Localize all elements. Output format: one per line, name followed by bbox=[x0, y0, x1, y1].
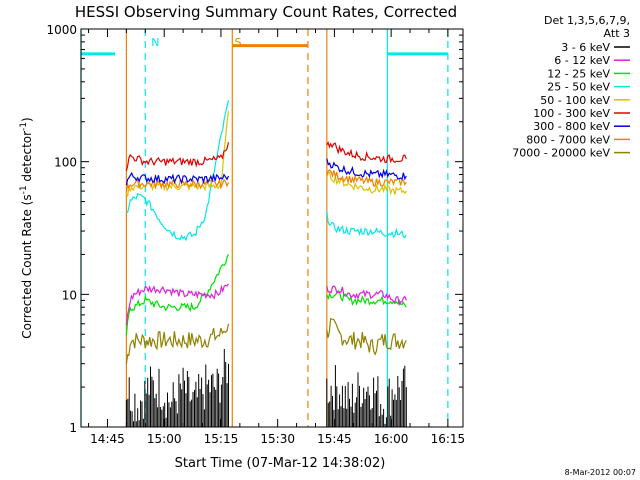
x-tick-label: 15:30 bbox=[260, 432, 295, 446]
legend-label: 800 - 7000 keV bbox=[526, 133, 610, 146]
y-tick-label: 1000 bbox=[46, 23, 77, 37]
y-axis-label: Corrected Count Rate (s-1 detector-1) bbox=[19, 117, 34, 338]
legend-label: 6 - 12 keV bbox=[554, 54, 610, 67]
series-800-7000kev-line bbox=[125, 177, 230, 193]
series-100-300kev-line bbox=[326, 141, 407, 164]
series-300-800kev-line bbox=[125, 171, 230, 186]
y-axis-label-main: Corrected Count Rate (s bbox=[20, 194, 34, 338]
legend-label: 300 - 800 keV bbox=[533, 120, 610, 133]
series-6-12kev-line bbox=[125, 283, 230, 325]
series-3-6-kev-line bbox=[125, 349, 229, 427]
x-tick-label: 15:15 bbox=[204, 432, 239, 446]
y-tick-label: 1 bbox=[69, 421, 77, 435]
series-7000-20000kev-line bbox=[326, 318, 407, 356]
y-axis-label-sup1: -1 bbox=[19, 185, 29, 194]
legend-label: 25 - 50 keV bbox=[547, 81, 610, 94]
series-100-300kev-line bbox=[125, 142, 230, 172]
y-axis-label-end: ) bbox=[20, 117, 34, 122]
x-tick-label: 16:00 bbox=[374, 432, 409, 446]
series-3-6-kev-line bbox=[326, 365, 407, 427]
axes: 14:45 15:00 15:15 15:30 15:45 16:00 16:15 1 10 10… bbox=[46, 23, 465, 446]
legend-label: 100 - 300 keV bbox=[533, 107, 610, 120]
series-25-50kev-line bbox=[126, 100, 230, 242]
legend-label: 12 - 25 keV bbox=[547, 67, 610, 80]
x-axis-label: Start Time (07-Mar-12 14:38:02) bbox=[175, 456, 386, 471]
series-25-50kev-line bbox=[326, 210, 407, 239]
plot-frame bbox=[80, 28, 464, 428]
legend-label: 7000 - 20000 keV bbox=[512, 147, 610, 160]
legend-label: 3 - 6 keV bbox=[561, 41, 610, 54]
y-axis-label-sup2: -1 bbox=[19, 122, 29, 131]
x-tick-label: 14:45 bbox=[90, 432, 125, 446]
series-12-25kev-line bbox=[326, 289, 407, 308]
series-12-25kev-line bbox=[125, 254, 230, 336]
x-tick-label: 15:00 bbox=[147, 432, 182, 446]
series-300-800kev-line bbox=[326, 158, 407, 181]
chart-title: HESSI Observing Summary Count Rates, Cor… bbox=[75, 3, 457, 21]
marker-s: S bbox=[235, 36, 242, 49]
y-tick-label: 10 bbox=[62, 288, 77, 302]
series-layer bbox=[125, 100, 407, 427]
y-axis-label-mid: detector bbox=[20, 131, 34, 186]
legend-header-line2: Att 3 bbox=[604, 27, 630, 40]
footer-date: 8-Mar-2012 00:07 bbox=[565, 468, 636, 477]
series-7000-20000kev-line bbox=[125, 323, 230, 364]
marker-n: N bbox=[151, 36, 159, 49]
series-6-12kev-line bbox=[326, 285, 407, 307]
legend-header-line1: Det 1,3,5,6,7,9, bbox=[544, 14, 630, 27]
y-tick-label: 100 bbox=[54, 156, 77, 170]
legend-label: 50 - 100 keV bbox=[540, 94, 610, 107]
x-tick-label: 16:15 bbox=[431, 432, 466, 446]
x-tick-label: 15:45 bbox=[317, 432, 352, 446]
series-800-7000kev-line bbox=[326, 169, 407, 187]
series-50-100kev-line bbox=[326, 171, 407, 196]
series-50-100kev-line bbox=[125, 111, 230, 197]
